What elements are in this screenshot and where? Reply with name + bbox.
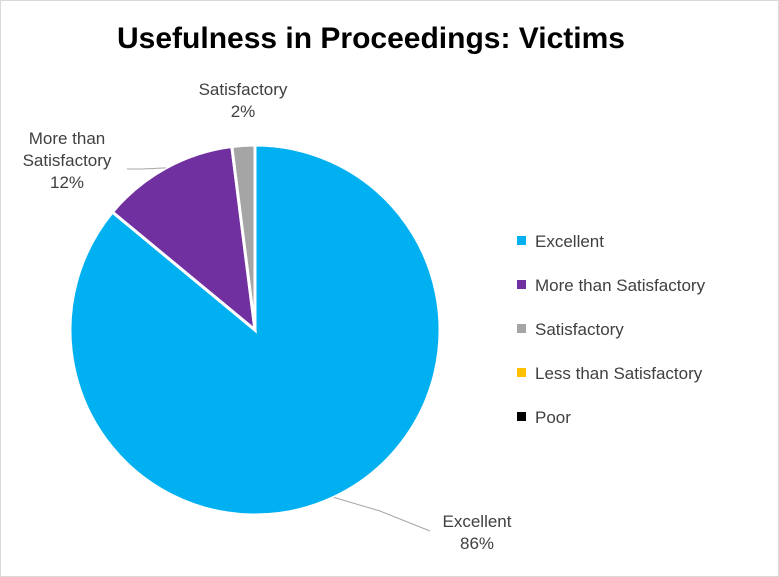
legend-label: More than Satisfactory [535,276,706,295]
data-label-line: More than [29,129,106,148]
data-label: More than Satisfactory 12% [23,129,112,192]
leader-line [333,496,431,532]
data-label: Excellent 86% [443,512,512,553]
leader-line [127,167,166,170]
legend-label: Less than Satisfactory [535,364,703,383]
data-label-line: 86% [460,534,494,553]
pie-slice-satisfactory [230,143,257,331]
data-label-line: Satisfactory [23,151,112,170]
legend-swatch [517,280,526,289]
data-labels: Excellent 86% More than Satisfactory 12% Sati… [23,80,512,553]
legend-swatch [517,324,526,333]
legend-swatch [517,236,526,245]
legend-swatch [517,368,526,377]
legend-swatch [517,412,526,421]
data-label-line: Excellent [443,512,512,531]
legend-label: Excellent [535,232,604,251]
legend-label: Satisfactory [535,320,624,339]
legend-label: Poor [535,408,571,427]
legend: Excellent More than Satisfactory Satisfact… [517,232,706,427]
data-label: Satisfactory 2% [199,80,288,121]
data-label-line: Satisfactory [199,80,288,99]
data-label-line: 12% [50,173,84,192]
data-label-line: 2% [231,102,256,121]
leader-lines [127,167,431,532]
pie-slices [68,143,442,517]
chart-title: Usefulness in Proceedings: Victims [117,22,625,55]
pie-slice-more-than-satisfactory [110,144,257,334]
